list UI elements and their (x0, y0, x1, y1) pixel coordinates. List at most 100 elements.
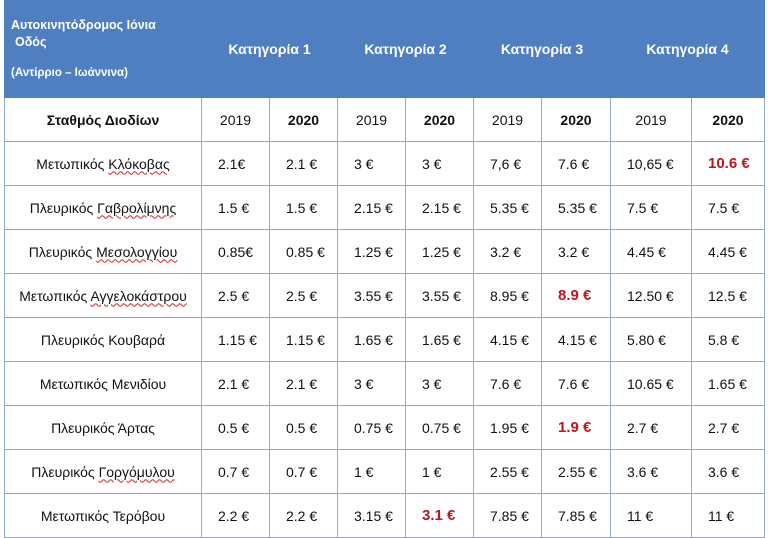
price-cell: 1 € (337, 449, 406, 494)
road-title-line2: Οδός (15, 34, 47, 49)
price-cell: 5.8 € (691, 317, 765, 362)
table-row: Μετωπικός Αγγελοκάστρου 2.5 € 2.5 € 3.55… (4, 273, 765, 318)
price-cell: 4.15 € (541, 317, 611, 362)
price-cell: 2.1 € (269, 141, 338, 186)
price-cell: 1.25 € (405, 229, 474, 274)
category-3-header: Κατηγορία 3 (473, 0, 611, 98)
table-row: Πλευρικός Γοργόμυλου 0.7 € 0.7 € 1 € 1 €… (4, 449, 765, 494)
price-cell: 3 € (337, 361, 406, 406)
category-2-header: Κατηγορία 2 (337, 0, 474, 98)
price-cell: 4.15 € (473, 317, 542, 362)
price-cell: 2.1 € (201, 361, 270, 406)
price-cell: 2.55 € (541, 449, 611, 494)
road-title-line1: Αυτοκινητόδρομος Ιόνια (11, 17, 156, 32)
price-cell: 7.5 € (610, 185, 692, 230)
price-cell: 5.80 € (610, 317, 692, 362)
price-cell: 1.15 € (201, 317, 270, 362)
year-header: 2020 (269, 97, 338, 142)
price-cell: 10,65 € (610, 141, 692, 186)
price-cell: 1.25 € (337, 229, 406, 274)
toll-price-table: Αυτοκινητόδρομος Ιόνια Οδός (Αντίρριο – … (4, 0, 765, 538)
price-cell: 3.6 € (610, 449, 692, 494)
price-cell: 0.7 € (269, 449, 338, 494)
price-cell: 2.15 € (337, 185, 406, 230)
price-cell: 7.6 € (473, 361, 542, 406)
price-cell: 1.95 € (473, 405, 542, 450)
price-cell: 2.7 € (610, 405, 692, 450)
price-cell: 12.5 € (691, 273, 765, 318)
table-row: Πλευρικός Κουβαρά 1.15 € 1.15 € 1.65 € 1… (4, 317, 765, 362)
price-cell: 0.85€ (201, 229, 270, 274)
price-cell-highlighted: 8.9 € (541, 273, 611, 318)
station-name: Πλευρικός Μεσολογγίου (4, 229, 202, 274)
price-cell-highlighted: 1.9 € (541, 405, 611, 450)
price-cell: 1.15 € (269, 317, 338, 362)
table-row: Μετωπικός Μενιδίου 2.1 € 2.1 € 3 € 3 € 7… (4, 361, 765, 406)
price-cell: 0.7 € (201, 449, 270, 494)
station-name: Πλευρικός Άρτας (4, 405, 202, 450)
price-cell: 3.15 € (337, 493, 406, 538)
price-cell: 2.5 € (201, 273, 270, 318)
price-cell: 5.35 € (473, 185, 542, 230)
price-cell: 2.55 € (473, 449, 542, 494)
price-cell: 3.55 € (405, 273, 474, 318)
price-cell: 3.6 € (691, 449, 765, 494)
road-title-cell: Αυτοκινητόδρομος Ιόνια Οδός (Αντίρριο – … (4, 0, 202, 98)
table-row: Πλευρικός Μεσολογγίου 0.85€ 0.85 € 1.25 … (4, 229, 765, 274)
price-cell: 8.95 € (473, 273, 542, 318)
price-cell: 0.85 € (269, 229, 338, 274)
price-cell: 0.75 € (337, 405, 406, 450)
price-cell: 4.45 € (691, 229, 765, 274)
price-cell: 7.6 € (541, 141, 611, 186)
price-cell: 4.45 € (610, 229, 692, 274)
price-cell: 3.2 € (541, 229, 611, 274)
price-cell: 0.5 € (269, 405, 338, 450)
price-cell: 7,6 € (473, 141, 542, 186)
price-cell: 2.5 € (269, 273, 338, 318)
station-name: Μετωπικός Τερόβου (4, 493, 202, 538)
table-row: Μετωπικός Τερόβου 2.2 € 2.2 € 3.15 € 3.1… (4, 493, 765, 538)
price-cell: 1.5 € (201, 185, 270, 230)
price-cell: 3 € (405, 141, 474, 186)
price-cell: 12.50 € (610, 273, 692, 318)
price-cell: 1.65 € (691, 361, 765, 406)
price-cell: 7.6 € (541, 361, 611, 406)
station-name: Πλευρικός Γαβρολίμνης (4, 185, 202, 230)
price-cell: 5.35 € (541, 185, 611, 230)
table-row: Πλευρικός Άρτας 0.5 € 0.5 € 0.75 € 0.75 … (4, 405, 765, 450)
price-cell: 7.85 € (473, 493, 542, 538)
price-cell: 0.5 € (201, 405, 270, 450)
station-name: Μετωπικός Κλόκοβας (4, 141, 202, 186)
price-cell: 1 € (405, 449, 474, 494)
price-cell: 1.65 € (405, 317, 474, 362)
price-cell: 11 € (691, 493, 765, 538)
table-row: Μετωπικός Κλόκοβας 2.1€ 2.1 € 3 € 3 € 7,… (4, 141, 765, 186)
price-cell: 2.1 € (269, 361, 338, 406)
year-header: 2020 (541, 97, 611, 142)
year-header: 2020 (405, 97, 474, 142)
station-name: Μετωπικός Μενιδίου (4, 361, 202, 406)
price-cell-highlighted: 10.6 € (691, 141, 765, 186)
category-1-header: Κατηγορία 1 (201, 0, 338, 98)
category-4-header: Κατηγορία 4 (610, 0, 765, 98)
header-band: Αυτοκινητόδρομος Ιόνια Οδός (Αντίρριο – … (4, 0, 765, 98)
price-cell: 1.5 € (269, 185, 338, 230)
price-cell: 1.65 € (337, 317, 406, 362)
station-name: Πλευρικός Γοργόμυλου (4, 449, 202, 494)
price-cell: 3.2 € (473, 229, 542, 274)
price-cell: 10.65 € (610, 361, 692, 406)
price-cell: 3.55 € (337, 273, 406, 318)
price-cell: 11 € (610, 493, 692, 538)
price-cell: 7.5 € (691, 185, 765, 230)
price-cell: 0.75 € (405, 405, 474, 450)
year-header: 2020 (691, 97, 765, 142)
station-name: Πλευρικός Κουβαρά (4, 317, 202, 362)
year-header: 2019 (473, 97, 542, 142)
table-row: Πλευρικός Γαβρολίμνης 1.5 € 1.5 € 2.15 €… (4, 185, 765, 230)
price-cell: 2.2 € (269, 493, 338, 538)
road-section: (Αντίρριο – Ιωάννινα) (11, 66, 128, 79)
price-cell: 2.7 € (691, 405, 765, 450)
year-header-row: Σταθμός Διοδίων 2019 2020 2019 2020 2019… (4, 97, 765, 142)
year-header: 2019 (610, 97, 692, 142)
